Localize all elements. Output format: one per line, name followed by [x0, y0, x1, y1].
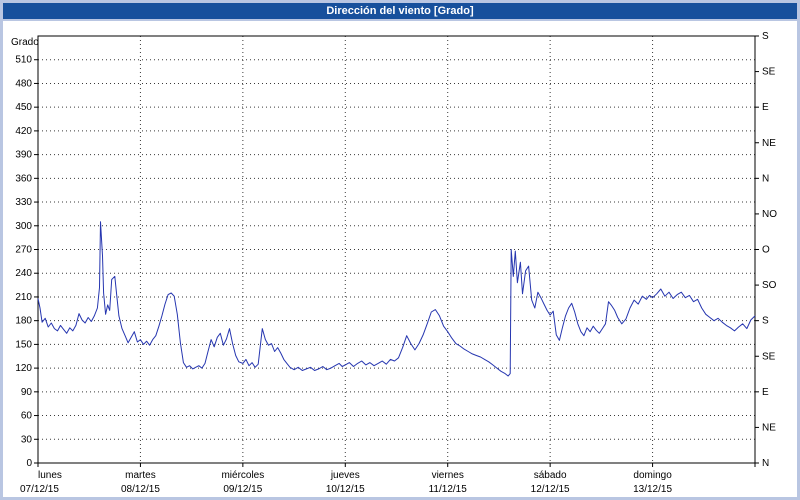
svg-text:360: 360 [15, 173, 32, 184]
svg-text:08/12/15: 08/12/15 [121, 484, 160, 495]
svg-text:N: N [762, 458, 769, 469]
svg-text:sábado: sábado [534, 470, 567, 481]
svg-text:09/12/15: 09/12/15 [223, 484, 262, 495]
svg-text:lunes: lunes [38, 470, 62, 481]
wind-direction-chart: 0 30 60 90 120 150 180 210 240 270 300 330 360 390 420… [11, 31, 777, 495]
svg-text:150: 150 [15, 339, 32, 350]
svg-text:domingo: domingo [633, 470, 672, 481]
svg-text:480: 480 [15, 78, 32, 89]
svg-text:S: S [762, 31, 769, 42]
svg-text:E: E [762, 102, 769, 113]
svg-text:11/12/15: 11/12/15 [429, 484, 468, 495]
svg-text:270: 270 [15, 245, 32, 256]
svg-text:120: 120 [15, 363, 32, 374]
svg-text:S: S [762, 316, 769, 327]
svg-text:180: 180 [15, 316, 32, 327]
svg-text:SO: SO [762, 280, 777, 291]
svg-text:SE: SE [762, 351, 776, 362]
svg-text:300: 300 [15, 221, 32, 232]
svg-text:N: N [762, 173, 769, 184]
svg-text:60: 60 [21, 411, 33, 422]
svg-text:210: 210 [15, 292, 32, 303]
svg-text:240: 240 [15, 268, 32, 279]
title-bar: Dirección del viento [Grado] [3, 3, 797, 19]
svg-text:miércoles: miércoles [221, 470, 264, 481]
svg-text:martes: martes [125, 470, 156, 481]
svg-text:07/12/15: 07/12/15 [20, 484, 59, 495]
chart-panel: 0 30 60 90 120 150 180 210 240 270 300 330 360 390 420… [3, 21, 797, 497]
svg-text:NE: NE [762, 138, 776, 149]
svg-text:510: 510 [15, 55, 32, 66]
chart-title: Dirección del viento [Grado] [326, 5, 474, 17]
svg-text:E: E [762, 387, 769, 398]
svg-text:NO: NO [762, 209, 777, 220]
svg-text:390: 390 [15, 150, 32, 161]
svg-text:jueves: jueves [330, 470, 360, 481]
svg-text:450: 450 [15, 102, 32, 113]
svg-text:330: 330 [15, 197, 32, 208]
svg-text:0: 0 [26, 458, 32, 469]
svg-text:NE: NE [762, 422, 776, 433]
svg-text:90: 90 [21, 387, 33, 398]
svg-text:Grado: Grado [11, 37, 39, 48]
svg-text:12/12/15: 12/12/15 [531, 484, 570, 495]
svg-text:SE: SE [762, 67, 776, 78]
svg-text:420: 420 [15, 126, 32, 137]
svg-text:O: O [762, 245, 770, 256]
svg-text:13/12/15: 13/12/15 [633, 484, 672, 495]
svg-text:viernes: viernes [432, 470, 464, 481]
svg-text:10/12/15: 10/12/15 [326, 484, 365, 495]
svg-text:30: 30 [21, 434, 33, 445]
